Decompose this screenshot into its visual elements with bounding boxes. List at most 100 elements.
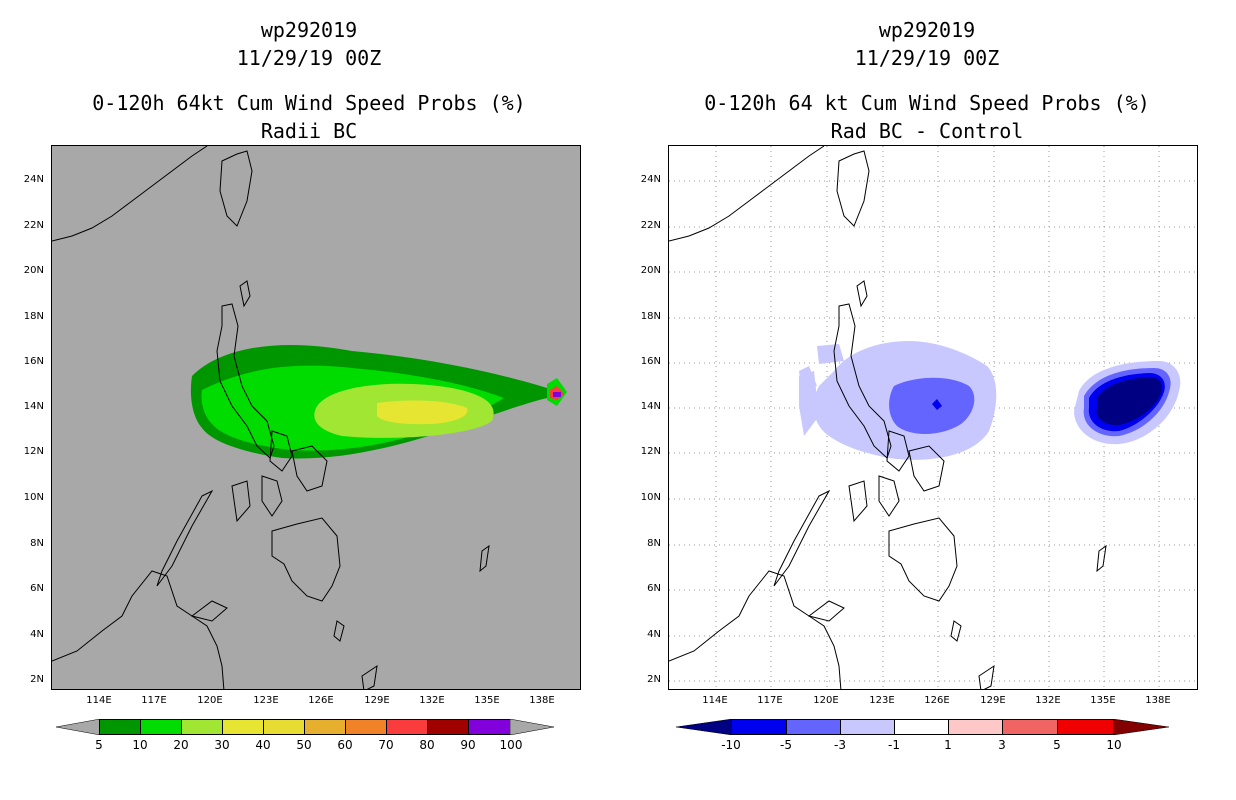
y-label-8n: 8N (647, 538, 661, 549)
y-label-18n: 18N (23, 311, 44, 322)
y-label-24n: 24N (640, 174, 661, 185)
colorbar-segment-3-5 (1002, 719, 1058, 735)
colorbar-segment-neg10-neg5 (731, 719, 787, 735)
colorbar-segment-5-10 (99, 719, 141, 735)
x-label-138e: 138E (529, 695, 555, 706)
colorbar-label-20: 20 (173, 738, 189, 752)
colorbar-segment-50-60 (304, 719, 346, 735)
x-label-117e: 117E (141, 695, 167, 706)
y-label-18n: 18N (640, 311, 661, 322)
colorbar-label-1: 1 (944, 738, 952, 752)
y-label-10n: 10N (640, 492, 661, 503)
x-label-129e: 129E (364, 695, 390, 706)
x-label-114e: 114E (86, 695, 112, 706)
colorbar-label-5: 5 (1053, 738, 1061, 752)
right-subtitle: Rad BC - Control (830, 119, 1024, 143)
colorbar-segment-5-10 (1057, 719, 1114, 735)
y-label-22n: 22N (640, 220, 661, 231)
colorbar-label-5: 5 (95, 738, 103, 752)
y-label-14n: 14N (23, 401, 44, 412)
x-label-126e: 126E (308, 695, 334, 706)
colorbar-segment-20-30 (181, 719, 223, 735)
y-label-6n: 6N (30, 583, 44, 594)
left-title: 0-120h 64kt Cum Wind Speed Probs (%) (92, 91, 526, 115)
colorbar-label-50: 50 (296, 738, 312, 752)
colorbar-label-neg10: -10 (721, 738, 741, 752)
colorbar-label-neg1: -1 (888, 738, 900, 752)
colorbar-segment-10-20 (140, 719, 182, 735)
probability-contours (190, 344, 567, 459)
left-colorbar-segments (99, 719, 511, 735)
x-label-132e: 132E (419, 695, 445, 706)
y-label-4n: 4N (647, 629, 661, 640)
colorbar-extend-high (510, 719, 554, 735)
x-label-114e: 114E (702, 695, 728, 706)
colorbar-segment-neg3-neg1 (840, 719, 895, 735)
colorbar-segment-neg1-1 (894, 719, 949, 735)
colorbar-segment-90-100 (468, 719, 511, 735)
colorbar-label-100: 100 (499, 738, 523, 752)
y-label-2n: 2N (647, 674, 661, 685)
right-panel: wp292019 11/29/19 00Z 0-120h 64 kt Cum W… (618, 0, 1236, 800)
coastline (52, 146, 490, 689)
left-date: 11/29/19 00Z (236, 46, 382, 70)
right-date: 11/29/19 00Z (854, 46, 1000, 70)
colorbar-label-10: 10 (1106, 738, 1122, 752)
x-label-117e: 117E (757, 695, 783, 706)
x-label-129e: 129E (980, 695, 1006, 706)
left-subtitle: Radii BC (260, 119, 358, 143)
left-map (51, 145, 581, 690)
x-label-123e: 123E (253, 695, 279, 706)
difference-contours (799, 341, 1181, 460)
y-label-2n: 2N (30, 674, 44, 685)
right-map (668, 145, 1198, 690)
colorbar-segment-70-80 (386, 719, 428, 735)
left-storm-id: wp292019 (260, 18, 358, 42)
colorbar-segment-40-50 (263, 719, 305, 735)
colorbar-label-60: 60 (337, 738, 353, 752)
colorbar-label-30: 30 (214, 738, 230, 752)
y-label-16n: 16N (640, 356, 661, 367)
colorbar-label-10: 10 (132, 738, 148, 752)
x-label-123e: 123E (869, 695, 895, 706)
x-label-135e: 135E (1090, 695, 1116, 706)
colorbar-label-40: 40 (255, 738, 271, 752)
coastline (669, 146, 1107, 689)
colorbar-label-3: 3 (998, 738, 1006, 752)
colorbar-label-neg3: -3 (834, 738, 846, 752)
y-label-16n: 16N (23, 356, 44, 367)
colorbar-label-neg5: -5 (780, 738, 792, 752)
y-label-22n: 22N (23, 220, 44, 231)
right-title: 0-120h 64 kt Cum Wind Speed Probs (%) (704, 91, 1150, 115)
y-label-8n: 8N (30, 538, 44, 549)
y-label-12n: 12N (23, 446, 44, 457)
right-storm-id: wp292019 (878, 18, 976, 42)
right-colorbar-segments (731, 719, 1114, 735)
left-panel: wp292019 11/29/19 00Z 0-120h 64kt Cum Wi… (23, 18, 581, 752)
colorbar-extend-low (676, 719, 732, 735)
colorbar-label-90: 90 (460, 738, 476, 752)
colorbar-segment-60-70 (345, 719, 387, 735)
colorbar-extend-low (56, 719, 100, 735)
x-label-132e: 132E (1035, 695, 1061, 706)
x-label-135e: 135E (474, 695, 500, 706)
colorbar-segment-80-90 (427, 719, 469, 735)
colorbar-segment-1-3 (948, 719, 1003, 735)
colorbar-label-80: 80 (419, 738, 435, 752)
colorbar-label-70: 70 (378, 738, 394, 752)
y-label-4n: 4N (30, 629, 44, 640)
x-label-120e: 120E (813, 695, 839, 706)
y-label-14n: 14N (640, 401, 661, 412)
y-label-10n: 10N (23, 492, 44, 503)
y-label-20n: 20N (640, 265, 661, 276)
colorbar-extend-high (1113, 719, 1169, 735)
x-label-126e: 126E (924, 695, 950, 706)
x-label-138e: 138E (1145, 695, 1171, 706)
y-label-20n: 20N (23, 265, 44, 276)
y-label-6n: 6N (647, 583, 661, 594)
colorbar-segment-30-40 (222, 719, 264, 735)
y-label-24n: 24N (23, 174, 44, 185)
colorbar-segment-neg5-neg3 (786, 719, 841, 735)
y-label-12n: 12N (640, 446, 661, 457)
x-label-120e: 120E (197, 695, 223, 706)
